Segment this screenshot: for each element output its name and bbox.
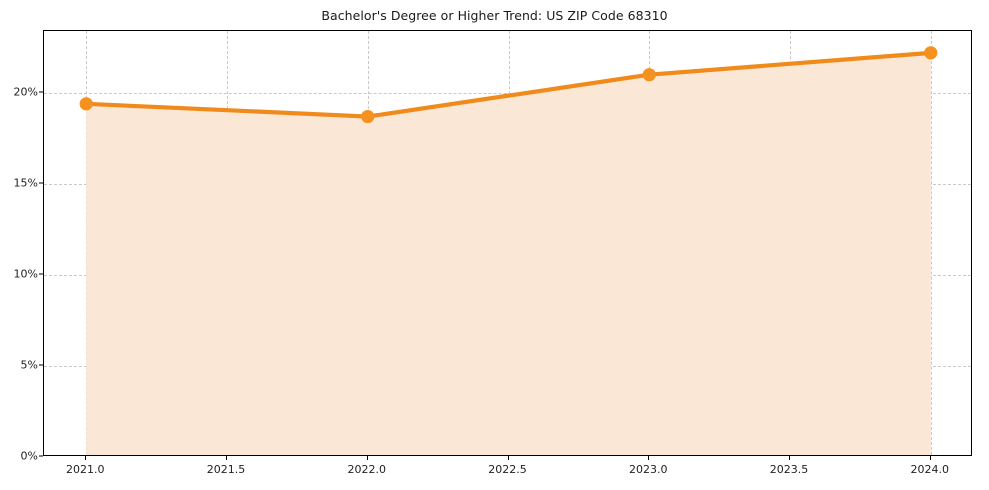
y-axis-tick-mark xyxy=(39,364,43,366)
x-axis-tick-mark xyxy=(929,456,931,460)
plot-area xyxy=(43,30,972,456)
x-axis-tick-label: 2022.5 xyxy=(488,463,527,476)
gridline-vertical xyxy=(930,31,932,455)
x-axis-tick-label: 2023.0 xyxy=(629,463,668,476)
area-fill xyxy=(86,52,931,455)
y-axis-tick-label: 20% xyxy=(13,85,38,99)
x-axis-tick-label: 2021.0 xyxy=(65,463,105,476)
y-axis-tick-label: 15% xyxy=(13,176,38,190)
y-axis-tick-label: 10% xyxy=(13,267,38,281)
x-axis-tick-mark xyxy=(648,456,650,460)
gridline-horizontal xyxy=(44,92,971,94)
data-point-marker xyxy=(642,68,656,82)
data-series-layer xyxy=(79,46,938,455)
x-axis-tick-label: 2023.5 xyxy=(769,463,809,476)
page-title: Bachelor's Degree or Higher Trend: US ZI… xyxy=(321,8,668,23)
y-axis-tick-mark xyxy=(39,182,43,184)
data-point-markers xyxy=(79,46,938,124)
trend-line xyxy=(84,50,933,119)
x-axis-tick-label: 2024.0 xyxy=(910,463,950,476)
data-point-marker xyxy=(361,109,375,124)
y-axis-tick-label: 0% xyxy=(20,449,38,463)
y-axis-tick-mark xyxy=(39,273,43,275)
x-axis-tick-mark xyxy=(85,456,87,460)
x-axis-tick-mark xyxy=(366,456,368,460)
y-axis-tick-mark xyxy=(39,91,43,93)
y-axis-tick-mark xyxy=(39,455,43,457)
x-axis-tick-label: 2021.5 xyxy=(206,463,246,476)
x-axis-tick-mark xyxy=(507,456,509,460)
x-axis-tick-mark xyxy=(225,456,227,460)
y-axis-tick-label: 5% xyxy=(20,358,38,372)
data-point-marker xyxy=(79,97,93,111)
x-axis-tick-label: 2022.0 xyxy=(347,463,386,476)
x-axis-tick-mark xyxy=(789,456,790,460)
data-point-marker xyxy=(924,46,938,60)
